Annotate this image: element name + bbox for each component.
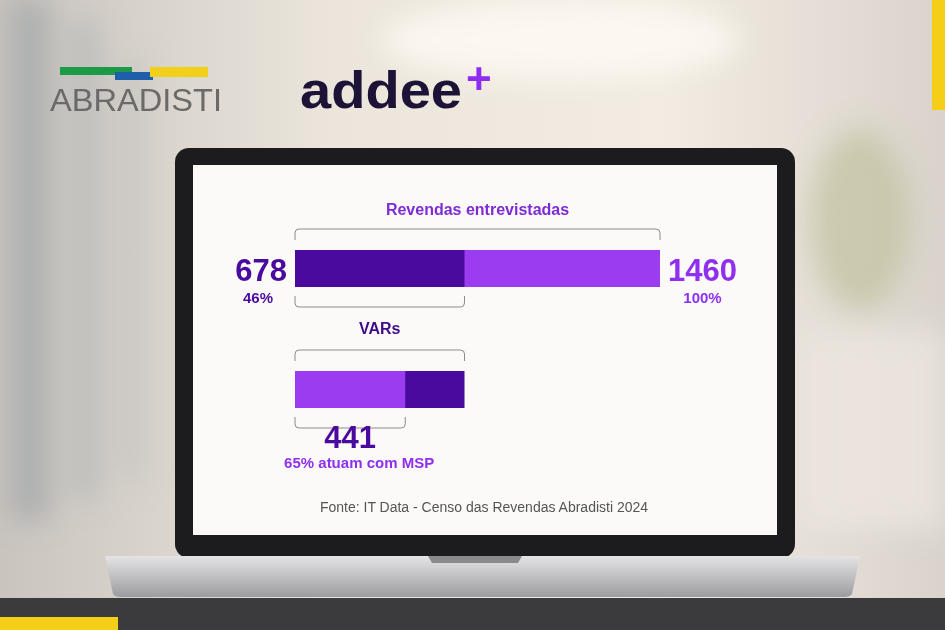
table (0, 598, 945, 630)
logo-right: addee (300, 61, 462, 119)
plant (810, 130, 910, 310)
accent-bar (0, 617, 118, 630)
laptop-screen (193, 165, 777, 535)
bar-title: VARs (359, 320, 401, 337)
bracket (295, 350, 465, 361)
data-label: 678 (235, 253, 287, 288)
bar-title: Revendas entrevistadas (386, 201, 569, 218)
percent-label: 100% (683, 289, 721, 306)
furniture (800, 330, 945, 530)
bar-group: VARs 44165% atuam com MSP (284, 320, 464, 471)
data-label: 441 (324, 420, 376, 455)
logo-stripe (115, 72, 153, 80)
note-label: 65% atuam com MSP (284, 454, 434, 471)
laptop-bezel (175, 148, 795, 558)
accent-bar (932, 0, 945, 110)
bar-group: Revendas entrevistadas 67846% 1460100% (235, 201, 737, 307)
bar-marks (295, 250, 660, 287)
data-label: 1460 (668, 253, 737, 288)
chart: Revendas entrevistadas 67846% 1460100% VARs… (235, 201, 737, 515)
laptop-base (105, 556, 860, 597)
page: ABRADISTI addee+ Revendas entrevistadas 678… (0, 0, 945, 630)
bar-part (295, 371, 405, 408)
bar-total (295, 371, 465, 408)
logo-stripe (150, 67, 208, 77)
logo-mark: + (466, 54, 492, 103)
logo-left: ABRADISTI (50, 82, 222, 118)
bracket (295, 296, 465, 307)
window-frame (120, 60, 145, 480)
bracket (295, 229, 660, 240)
window-frame (10, 0, 50, 520)
bar-total (295, 250, 660, 287)
percent-label: 46% (243, 289, 273, 306)
source: Fonte: IT Data - Censo das Revendas Abra… (320, 499, 648, 515)
laptop-notch (428, 556, 522, 563)
background (0, 0, 945, 630)
bar-part (295, 250, 465, 287)
bar-marks (295, 371, 465, 408)
